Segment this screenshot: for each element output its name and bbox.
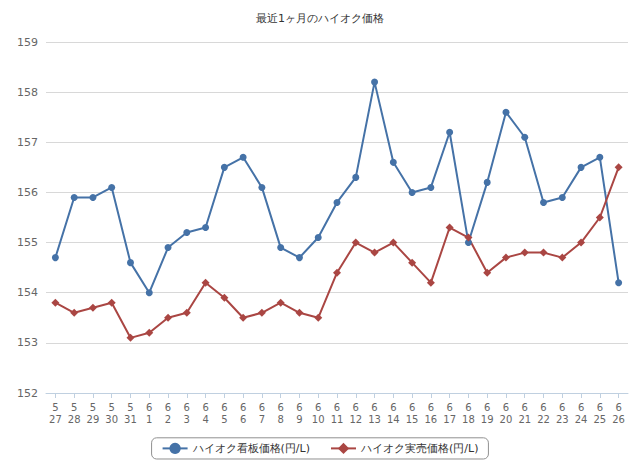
- svg-text:20: 20: [500, 414, 513, 425]
- svg-text:12: 12: [349, 414, 362, 425]
- svg-text:29: 29: [87, 414, 100, 425]
- svg-text:6: 6: [615, 402, 621, 413]
- svg-text:6: 6: [522, 402, 528, 413]
- svg-text:10: 10: [312, 414, 325, 425]
- svg-text:6: 6: [371, 402, 377, 413]
- svg-text:ハイオク看板価格(円/L): ハイオク看板価格(円/L): [192, 442, 310, 455]
- svg-text:19: 19: [481, 414, 494, 425]
- svg-text:158: 158: [17, 86, 38, 99]
- svg-text:6: 6: [484, 402, 490, 413]
- svg-text:6: 6: [390, 402, 396, 413]
- svg-text:ハイオク実売価格(円/L): ハイオク実売価格(円/L): [360, 442, 478, 455]
- svg-text:5: 5: [127, 402, 133, 413]
- svg-text:6: 6: [240, 414, 246, 425]
- svg-text:6: 6: [559, 402, 565, 413]
- svg-text:153: 153: [17, 336, 38, 349]
- svg-text:6: 6: [221, 402, 227, 413]
- svg-text:7: 7: [259, 414, 265, 425]
- svg-text:154: 154: [17, 286, 38, 299]
- svg-text:24: 24: [575, 414, 588, 425]
- svg-text:27: 27: [49, 414, 62, 425]
- svg-text:155: 155: [17, 236, 38, 249]
- svg-text:5: 5: [52, 402, 58, 413]
- svg-text:5: 5: [221, 414, 227, 425]
- svg-text:152: 152: [17, 387, 38, 400]
- svg-text:6: 6: [428, 402, 434, 413]
- svg-text:1: 1: [146, 414, 152, 425]
- svg-text:28: 28: [68, 414, 81, 425]
- svg-text:18: 18: [462, 414, 475, 425]
- svg-text:22: 22: [537, 414, 550, 425]
- svg-text:30: 30: [105, 414, 118, 425]
- svg-text:6: 6: [259, 402, 265, 413]
- svg-text:5: 5: [109, 402, 115, 413]
- svg-text:6: 6: [202, 402, 208, 413]
- svg-text:23: 23: [556, 414, 569, 425]
- svg-text:6: 6: [240, 402, 246, 413]
- svg-text:25: 25: [593, 414, 606, 425]
- svg-text:15: 15: [406, 414, 419, 425]
- svg-text:5: 5: [90, 402, 96, 413]
- svg-text:6: 6: [465, 402, 471, 413]
- svg-text:6: 6: [184, 402, 190, 413]
- svg-text:6: 6: [296, 402, 302, 413]
- svg-text:6: 6: [446, 402, 452, 413]
- svg-text:11: 11: [331, 414, 344, 425]
- svg-text:3: 3: [184, 414, 190, 425]
- svg-text:6: 6: [409, 402, 415, 413]
- svg-text:9: 9: [296, 414, 302, 425]
- svg-text:5: 5: [71, 402, 77, 413]
- svg-text:2: 2: [165, 414, 171, 425]
- svg-text:157: 157: [17, 136, 38, 149]
- svg-text:14: 14: [387, 414, 400, 425]
- svg-text:156: 156: [17, 186, 38, 199]
- svg-text:26: 26: [612, 414, 625, 425]
- svg-text:6: 6: [353, 402, 359, 413]
- svg-text:6: 6: [146, 402, 152, 413]
- svg-text:6: 6: [315, 402, 321, 413]
- svg-text:21: 21: [518, 414, 531, 425]
- svg-text:6: 6: [165, 402, 171, 413]
- svg-text:6: 6: [277, 402, 283, 413]
- svg-text:159: 159: [17, 36, 38, 49]
- svg-text:16: 16: [425, 414, 438, 425]
- svg-text:6: 6: [540, 402, 546, 413]
- svg-text:13: 13: [368, 414, 381, 425]
- svg-text:6: 6: [578, 402, 584, 413]
- svg-text:31: 31: [124, 414, 137, 425]
- svg-text:17: 17: [443, 414, 456, 425]
- svg-text:8: 8: [277, 414, 283, 425]
- svg-text:4: 4: [202, 414, 208, 425]
- svg-text:6: 6: [334, 402, 340, 413]
- svg-text:最近1ヶ月のハイオク価格: 最近1ヶ月のハイオク価格: [256, 12, 384, 25]
- svg-text:6: 6: [597, 402, 603, 413]
- svg-text:6: 6: [503, 402, 509, 413]
